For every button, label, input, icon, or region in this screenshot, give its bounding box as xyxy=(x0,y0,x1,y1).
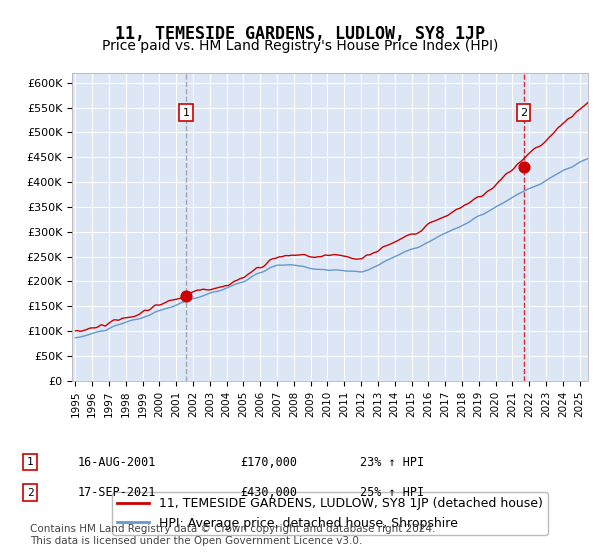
Text: 2: 2 xyxy=(520,108,527,118)
Text: 16-AUG-2001: 16-AUG-2001 xyxy=(78,455,157,469)
Text: Contains HM Land Registry data © Crown copyright and database right 2024.
This d: Contains HM Land Registry data © Crown c… xyxy=(30,524,436,546)
Text: 17-SEP-2021: 17-SEP-2021 xyxy=(78,486,157,500)
Text: 2: 2 xyxy=(26,488,34,498)
Text: £170,000: £170,000 xyxy=(240,455,297,469)
Text: £430,000: £430,000 xyxy=(240,486,297,500)
Text: 11, TEMESIDE GARDENS, LUDLOW, SY8 1JP: 11, TEMESIDE GARDENS, LUDLOW, SY8 1JP xyxy=(115,25,485,43)
Text: 1: 1 xyxy=(26,457,34,467)
Text: 23% ↑ HPI: 23% ↑ HPI xyxy=(360,455,424,469)
Point xyxy=(181,292,191,301)
Text: 1: 1 xyxy=(182,108,190,118)
Point xyxy=(519,163,529,172)
Text: 25% ↑ HPI: 25% ↑ HPI xyxy=(360,486,424,500)
Legend: 11, TEMESIDE GARDENS, LUDLOW, SY8 1JP (detached house), HPI: Average price, deta: 11, TEMESIDE GARDENS, LUDLOW, SY8 1JP (d… xyxy=(112,492,548,535)
Text: Price paid vs. HM Land Registry's House Price Index (HPI): Price paid vs. HM Land Registry's House … xyxy=(102,39,498,53)
